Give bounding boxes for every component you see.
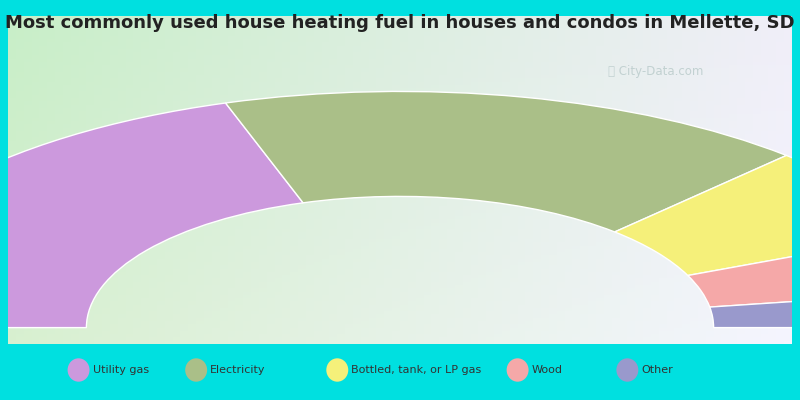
Text: Bottled, tank, or LP gas: Bottled, tank, or LP gas <box>351 365 482 375</box>
Wedge shape <box>226 92 786 232</box>
Text: Utility gas: Utility gas <box>93 365 149 375</box>
Text: Other: Other <box>642 365 674 375</box>
Wedge shape <box>710 291 800 328</box>
Text: Wood: Wood <box>532 365 562 375</box>
Text: Electricity: Electricity <box>210 365 266 375</box>
Ellipse shape <box>616 358 638 382</box>
Text: ⓘ City-Data.com: ⓘ City-Data.com <box>608 66 704 78</box>
Wedge shape <box>614 156 800 276</box>
Ellipse shape <box>185 358 207 382</box>
Ellipse shape <box>506 358 529 382</box>
Wedge shape <box>688 234 800 307</box>
Ellipse shape <box>67 358 90 382</box>
Text: Most commonly used house heating fuel in houses and condos in Mellette, SD: Most commonly used house heating fuel in… <box>5 14 795 32</box>
Wedge shape <box>0 103 303 328</box>
Ellipse shape <box>326 358 348 382</box>
